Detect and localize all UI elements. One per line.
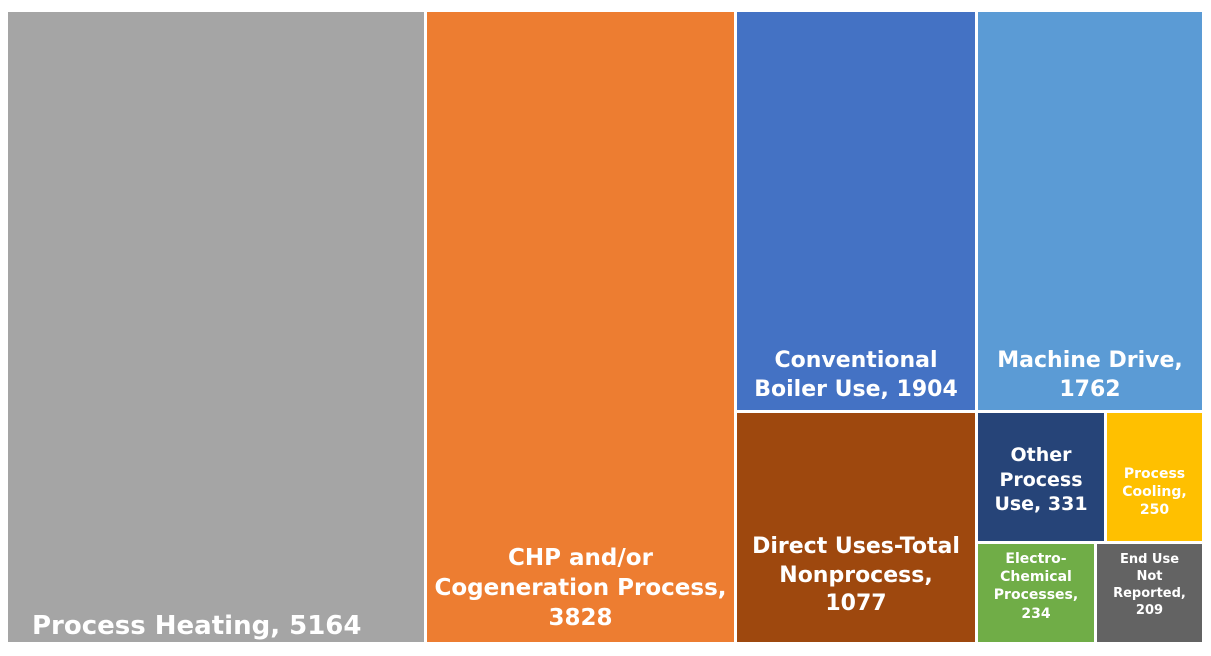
treemap-tile-label: End Use Not Reported, 209 <box>1113 552 1186 618</box>
treemap-tile-end-use-not-reported: End Use Not Reported, 209 <box>1097 544 1202 642</box>
treemap-tile-label: Other Process Use, 331 <box>994 444 1088 516</box>
treemap-tile-electro-chemical-processes: Electro- Chemical Processes, 234 <box>978 544 1094 642</box>
treemap-tile-conventional-boiler-use: Conventional Boiler Use, 1904 <box>737 12 975 410</box>
treemap-tile-process-heating: Process Heating, 5164 <box>8 12 424 642</box>
treemap-tile-direct-uses-total-nonprocess: Direct Uses-Total Nonprocess, 1077 <box>737 413 975 642</box>
treemap-tile-label: Process Cooling, 250 <box>1122 466 1187 519</box>
treemap-tile-label: Electro- Chemical Processes, 234 <box>993 551 1079 622</box>
treemap-tile-label: Machine Drive, 1762 <box>997 348 1183 402</box>
treemap-tile-other-process-use: Other Process Use, 331 <box>978 413 1104 541</box>
treemap-tile-chp-and-or-cogeneration-process: CHP and/or Cogeneration Process, 3828 <box>427 12 734 642</box>
treemap-tile-label: CHP and/or Cogeneration Process, 3828 <box>434 545 727 631</box>
treemap-tile-process-cooling: Process Cooling, 250 <box>1107 413 1202 541</box>
treemap-tile-label: Process Heating, 5164 <box>32 611 362 641</box>
treemap-tile-label: Conventional Boiler Use, 1904 <box>754 348 958 402</box>
treemap-tile-label: Direct Uses-Total Nonprocess, 1077 <box>752 534 960 617</box>
treemap-tile-machine-drive: Machine Drive, 1762 <box>978 12 1202 410</box>
